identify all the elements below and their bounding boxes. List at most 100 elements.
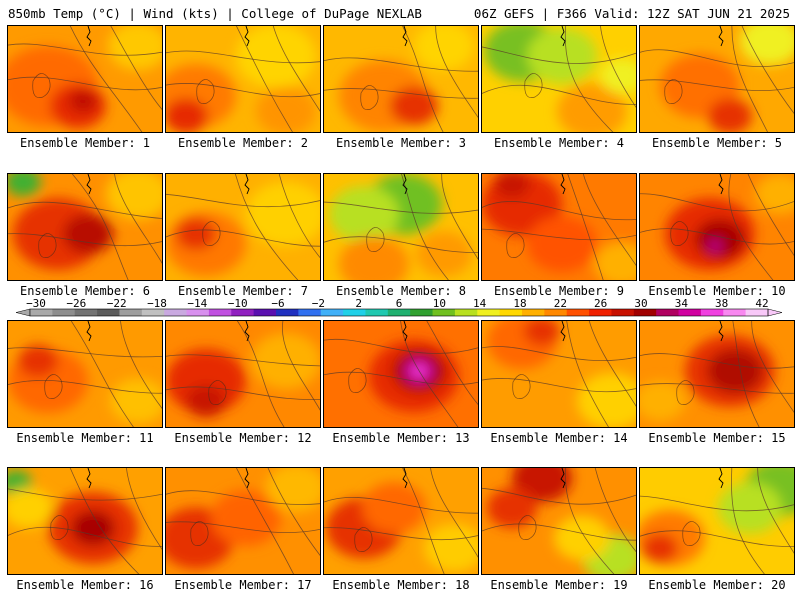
terrain-contour	[670, 221, 689, 246]
height-contour	[435, 26, 478, 118]
height-contour	[731, 26, 768, 132]
temperature-region	[524, 321, 560, 346]
height-contour	[441, 174, 478, 260]
colorbar-tick-label: 6	[396, 298, 403, 310]
colorbar-swatch	[253, 309, 277, 316]
terrain-contour	[44, 374, 63, 399]
terrain-contour	[38, 233, 57, 258]
colorbar-swatch	[141, 309, 165, 316]
temperature-map	[8, 468, 162, 574]
temperature-region	[339, 236, 409, 280]
terrain-contour	[506, 233, 525, 258]
ensemble-map-panel	[323, 173, 479, 281]
height-contour	[8, 43, 162, 56]
height-contour	[114, 174, 162, 264]
ensemble-member-label: Ensemble Member: 3	[335, 136, 467, 150]
colorbar-swatch	[589, 309, 612, 316]
colorbar-swatch	[365, 309, 389, 316]
colorbar-swatch	[320, 309, 344, 316]
temperature-region	[8, 174, 41, 197]
coastline	[402, 321, 408, 342]
ensemble-member-label: Ensemble Member: 5	[651, 136, 783, 150]
height-contour	[600, 26, 636, 108]
ensemble-map-panel	[481, 173, 637, 281]
terrain-contour	[664, 79, 683, 104]
height-contour	[564, 26, 614, 132]
temperature-colorbar: −30 −26 −22 −18 −14 −10 −6 −2 2 6 10 14 18 22 26 30 34 38…	[0, 298, 800, 322]
height-contour	[640, 228, 794, 245]
coastline	[560, 26, 566, 47]
ensemble-member-label: Ensemble Member: 2	[177, 136, 309, 150]
coastline	[244, 468, 250, 489]
temperature-region	[176, 218, 216, 250]
terrain-contour	[32, 73, 51, 98]
height-contour	[582, 174, 636, 266]
height-contour	[640, 383, 794, 394]
height-contour	[482, 378, 636, 393]
ensemble-map-panel	[639, 173, 795, 281]
ensemble-member-label: Ensemble Member: 11	[16, 431, 154, 445]
run-valid-time: 06Z GEFS | F366 Valid: 12Z SAT JUN 21 20…	[473, 6, 790, 21]
temperature-region	[18, 345, 58, 377]
colorbar-swatch	[276, 309, 299, 316]
temperature-map	[166, 468, 320, 574]
colorbar-swatch	[633, 309, 657, 316]
ensemble-member-label: Ensemble Member: 12	[174, 431, 312, 445]
colorbar-tick-label: 18	[513, 298, 526, 310]
temperature-region	[329, 186, 399, 242]
temperature-region	[71, 510, 115, 546]
coastline	[86, 468, 92, 489]
temperature-region	[251, 333, 320, 389]
height-contour	[741, 26, 794, 114]
ensemble-map-panel	[481, 25, 637, 133]
coastline	[718, 174, 724, 195]
temperature-region	[527, 216, 597, 272]
ensemble-member-label: Ensemble Member: 18	[332, 578, 470, 592]
temperature-region	[594, 241, 636, 280]
height-contour	[324, 201, 478, 214]
colorbar-tick-label: 2	[355, 298, 362, 310]
temperature-region	[256, 87, 316, 132]
colorbar-tick-label: 14	[473, 298, 487, 310]
colorbar-swatch	[387, 309, 411, 316]
colorbar-tick-label: 42	[755, 298, 768, 310]
ensemble-member-label: Ensemble Member: 7	[177, 284, 309, 298]
height-contour	[751, 321, 794, 413]
colorbar-swatch	[97, 309, 120, 316]
height-contour	[166, 386, 320, 401]
height-contour	[589, 321, 636, 407]
temperature-region	[707, 348, 763, 394]
temperature-region	[755, 174, 794, 214]
ensemble-map-panel	[165, 25, 321, 133]
colorbar-swatch	[52, 309, 76, 316]
ensemble-map-panel	[639, 467, 795, 575]
height-contour	[166, 229, 320, 247]
coastline	[718, 468, 724, 489]
height-contour	[640, 49, 794, 67]
temperature-map	[8, 321, 162, 427]
terrain-contour	[682, 521, 701, 546]
terrain-contour	[518, 515, 537, 540]
temperature-region	[695, 219, 745, 259]
temperature-map	[166, 174, 320, 280]
temperature-map	[8, 174, 162, 280]
height-contour	[8, 347, 162, 358]
ensemble-member-label: Ensemble Member: 15	[648, 431, 786, 445]
temperature-region	[718, 482, 782, 534]
temperature-map	[482, 321, 636, 427]
coastline	[86, 174, 92, 195]
terrain-contour	[208, 380, 227, 405]
temperature-region	[416, 231, 472, 277]
height-contour	[273, 26, 320, 112]
temperature-region	[708, 98, 752, 132]
height-contour	[324, 527, 478, 541]
ensemble-map-panel	[323, 467, 479, 575]
height-contour	[8, 380, 162, 394]
coastline	[560, 321, 566, 342]
coastline	[86, 26, 92, 47]
temperature-map	[166, 321, 320, 427]
temperature-map	[482, 174, 636, 280]
ensemble-member-label: Ensemble Member: 16	[16, 578, 154, 592]
height-contour	[278, 174, 320, 259]
colorbar-tick-label: 30	[634, 298, 647, 310]
